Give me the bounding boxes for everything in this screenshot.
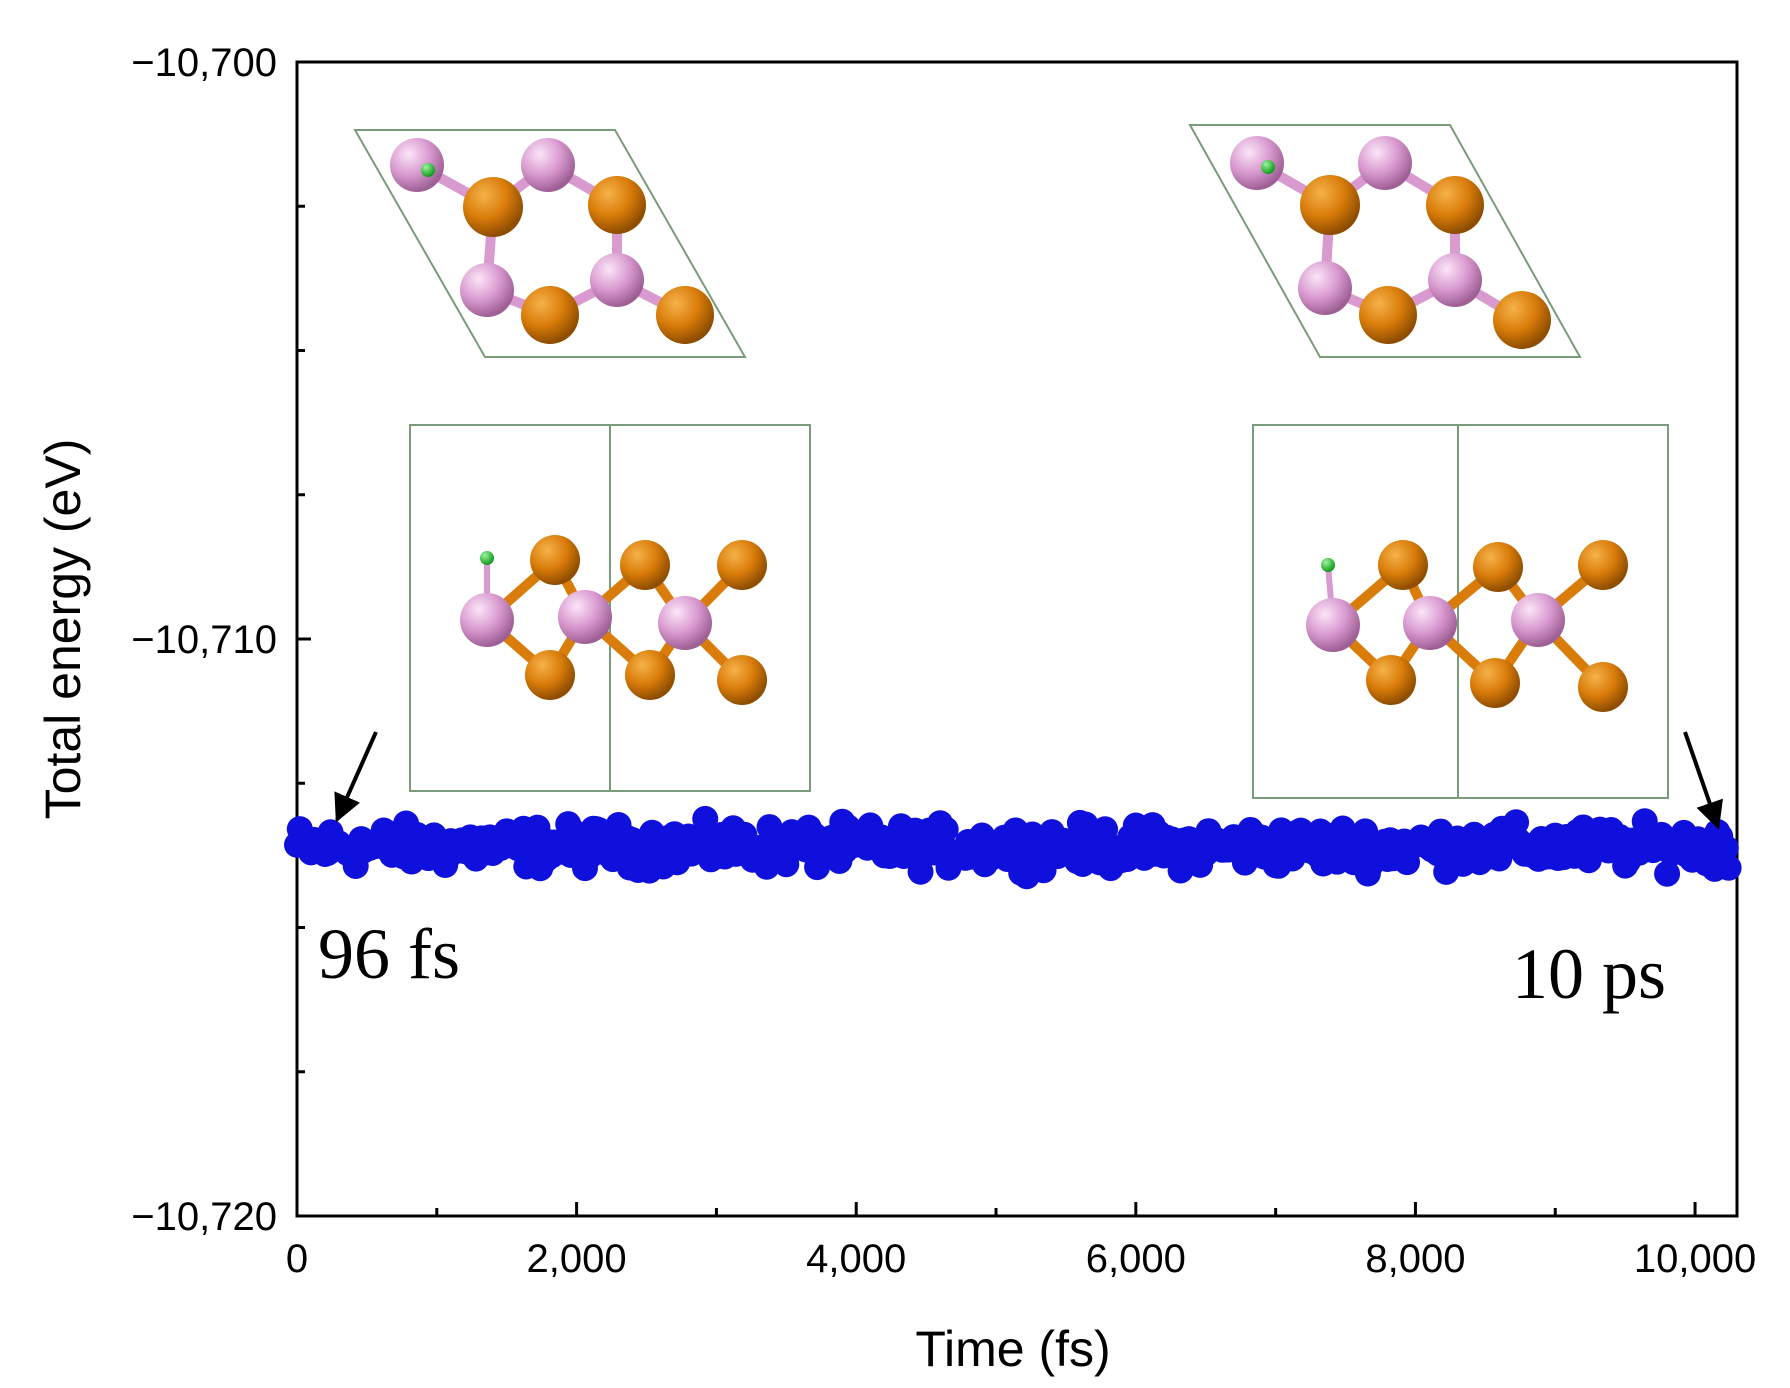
x-tick-label: 8,000	[1365, 1237, 1465, 1281]
y-tick-label: −10,710	[131, 618, 277, 662]
data-point	[907, 858, 934, 885]
y-tick-label: −10,700	[131, 41, 277, 85]
data-point	[1715, 854, 1742, 881]
annotation-10ps: 10 ps	[1512, 934, 1666, 1014]
y-axis-title: Total energy (eV)	[35, 439, 91, 820]
data-point	[1712, 834, 1739, 861]
annotation-96fs: 96 fs	[318, 914, 460, 994]
x-axis-ticks	[295, 1202, 1697, 1216]
y-tick-label: −10,720	[131, 1195, 277, 1239]
x-tick-label: 2,000	[527, 1237, 627, 1281]
y-axis-ticks	[297, 60, 311, 1218]
x-tick-label: 6,000	[1086, 1237, 1186, 1281]
data-point	[1167, 857, 1194, 884]
arrow-10ps	[1683, 731, 1723, 830]
x-tick-label: 10,000	[1634, 1237, 1756, 1281]
x-tick-label: 0	[286, 1237, 308, 1281]
data-point	[932, 816, 959, 843]
inset-side-view-10ps	[1252, 424, 1669, 799]
x-axis-title: Time (fs)	[915, 1321, 1110, 1377]
data-point	[1092, 816, 1119, 843]
x-tick-label: 4,000	[806, 1237, 906, 1281]
y-axis-tick-labels: −10,720 −10,710 −10,700	[131, 41, 277, 1239]
inset-top-view-96fs	[353, 129, 747, 358]
inset-side-view-96fs	[409, 424, 811, 792]
data-point	[692, 805, 719, 832]
data-series-total-energy	[284, 805, 1742, 890]
inset-top-view-10ps	[1188, 124, 1582, 358]
x-axis-tick-labels: 0 2,000 4,000 6,000 8,000 10,000	[286, 1237, 1756, 1281]
data-point	[1654, 860, 1681, 887]
arrow-96fs	[334, 731, 378, 823]
